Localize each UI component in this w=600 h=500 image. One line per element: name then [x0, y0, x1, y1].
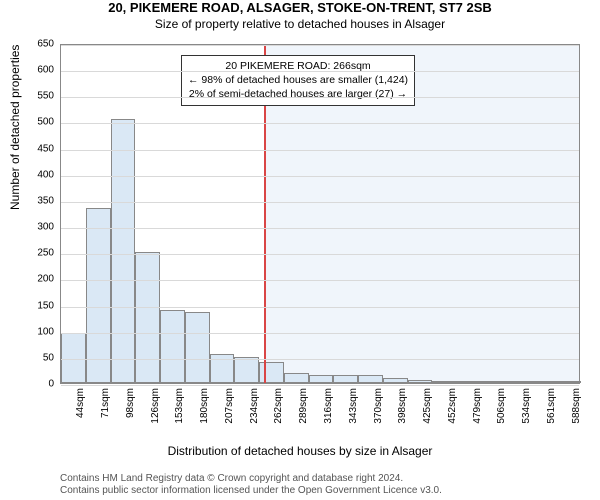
x-tick: 316sqm: [323, 388, 334, 424]
histogram-bar: [507, 381, 532, 383]
y-tick: 0: [24, 379, 54, 390]
y-tick: 600: [24, 65, 54, 76]
x-tick: 425sqm: [422, 388, 433, 424]
histogram-bar: [358, 375, 383, 383]
y-tick: 550: [24, 91, 54, 102]
histogram-bar: [160, 310, 185, 383]
histogram-bar: [556, 381, 581, 383]
y-tick: 450: [24, 143, 54, 154]
y-tick: 650: [24, 39, 54, 50]
histogram-bar: [86, 208, 111, 383]
x-tick: 398sqm: [397, 388, 408, 424]
chart-area: 20 PIKEMERE ROAD: 266sqm ← 98% of detach…: [60, 44, 580, 414]
x-tick: 234sqm: [249, 388, 260, 424]
footer-line1: Contains HM Land Registry data © Crown c…: [60, 473, 403, 484]
x-tick: 71sqm: [100, 388, 111, 418]
y-tick: 350: [24, 195, 54, 206]
x-tick: 479sqm: [472, 388, 483, 424]
x-tick: 561sqm: [546, 388, 557, 424]
x-tick: 98sqm: [125, 388, 136, 418]
page-subtitle: Size of property relative to detached ho…: [0, 17, 600, 31]
x-tick: 153sqm: [174, 388, 185, 424]
histogram-bar: [111, 119, 136, 383]
histogram-bar: [135, 252, 160, 383]
x-tick: 207sqm: [224, 388, 235, 424]
y-tick: 500: [24, 117, 54, 128]
y-tick: 50: [24, 352, 54, 363]
histogram-bar: [408, 380, 433, 383]
y-axis-label: Number of detached properties: [8, 45, 22, 210]
y-tick: 300: [24, 222, 54, 233]
histogram-bar: [531, 381, 556, 383]
histogram-bar: [482, 381, 507, 383]
x-tick: 452sqm: [447, 388, 458, 424]
x-tick: 534sqm: [521, 388, 532, 424]
histogram-bar: [432, 381, 457, 383]
x-tick: 44sqm: [75, 388, 86, 418]
footer-line2: Contains public sector information licen…: [60, 485, 442, 496]
annotation-line2: ← 98% of detached houses are smaller (1,…: [188, 73, 408, 87]
y-tick: 100: [24, 326, 54, 337]
x-tick: 370sqm: [373, 388, 384, 424]
x-tick: 262sqm: [273, 388, 284, 424]
histogram-bar: [185, 312, 210, 383]
histogram-bar: [309, 375, 334, 383]
histogram-bar: [234, 357, 259, 383]
x-tick: 180sqm: [199, 388, 210, 424]
histogram-bar: [383, 378, 408, 383]
plot-region: 20 PIKEMERE ROAD: 266sqm ← 98% of detach…: [60, 44, 580, 384]
annotation-line3: 2% of semi-detached houses are larger (2…: [188, 87, 408, 101]
y-tick: 250: [24, 248, 54, 259]
histogram-bar: [284, 373, 309, 383]
y-tick: 150: [24, 300, 54, 311]
page-title: 20, PIKEMERE ROAD, ALSAGER, STOKE-ON-TRE…: [0, 0, 600, 15]
histogram-bar: [259, 362, 284, 383]
x-tick: 506sqm: [496, 388, 507, 424]
x-tick: 289sqm: [298, 388, 309, 424]
histogram-bar: [457, 381, 482, 383]
y-tick: 400: [24, 169, 54, 180]
y-tick: 200: [24, 274, 54, 285]
x-tick: 343sqm: [348, 388, 359, 424]
histogram-bar: [333, 375, 358, 383]
x-axis-label: Distribution of detached houses by size …: [0, 444, 600, 458]
x-tick: 588sqm: [571, 388, 582, 424]
x-tick: 126sqm: [150, 388, 161, 424]
